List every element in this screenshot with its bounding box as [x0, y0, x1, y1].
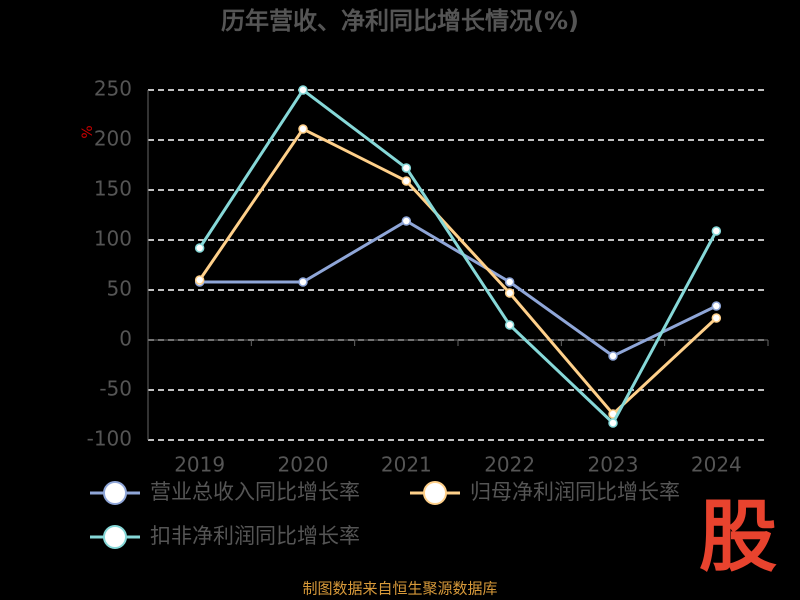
data-point	[401, 176, 412, 186]
data-point	[401, 216, 412, 226]
data-point	[194, 275, 205, 285]
source-note: 制图数据来自恒生聚源数据库	[302, 580, 497, 598]
x-tick-label: 2023	[588, 453, 639, 477]
series-line	[198, 127, 718, 417]
y-unit: %	[80, 125, 96, 138]
data-point	[504, 320, 515, 330]
data-point	[711, 301, 722, 311]
legend-marker	[103, 525, 127, 549]
y-tick-label: 100	[94, 227, 132, 251]
y-tick-label: -100	[87, 427, 132, 451]
chart-title: 历年营收、净利同比增长情况(%)	[221, 7, 579, 35]
data-point	[504, 277, 515, 287]
data-point	[298, 85, 308, 95]
data-point	[711, 226, 722, 236]
y-tick-label: 250	[94, 77, 132, 101]
y-tick-label: -50	[99, 377, 132, 401]
data-point	[401, 163, 412, 173]
y-tick-label: 0	[119, 327, 132, 351]
y-tick-label: 150	[94, 177, 132, 201]
data-point	[711, 313, 722, 323]
data-point	[608, 351, 618, 361]
data-point	[608, 418, 618, 428]
legend-label: 扣非净利润同比增长率	[150, 524, 360, 548]
data-point	[504, 288, 515, 298]
x-tick-label: 2022	[484, 453, 535, 477]
x-tick-label: 2024	[691, 453, 742, 477]
data-point	[298, 124, 308, 134]
legend-marker	[423, 481, 447, 505]
logo: 股	[699, 492, 777, 582]
x-tick-label: 2021	[381, 453, 432, 477]
data-point	[194, 243, 205, 253]
y-tick-label: 50	[107, 277, 132, 301]
legend-label: 归母净利润同比增长率	[470, 480, 680, 504]
y-tick-label: 200	[94, 127, 132, 151]
data-point	[298, 277, 308, 287]
x-tick-label: 2020	[278, 453, 329, 477]
series-line	[199, 219, 717, 358]
legend-label: 营业总收入同比增长率	[150, 480, 360, 504]
series-line	[198, 87, 718, 426]
x-tick-label: 2019	[174, 453, 225, 477]
legend-marker	[103, 481, 127, 505]
